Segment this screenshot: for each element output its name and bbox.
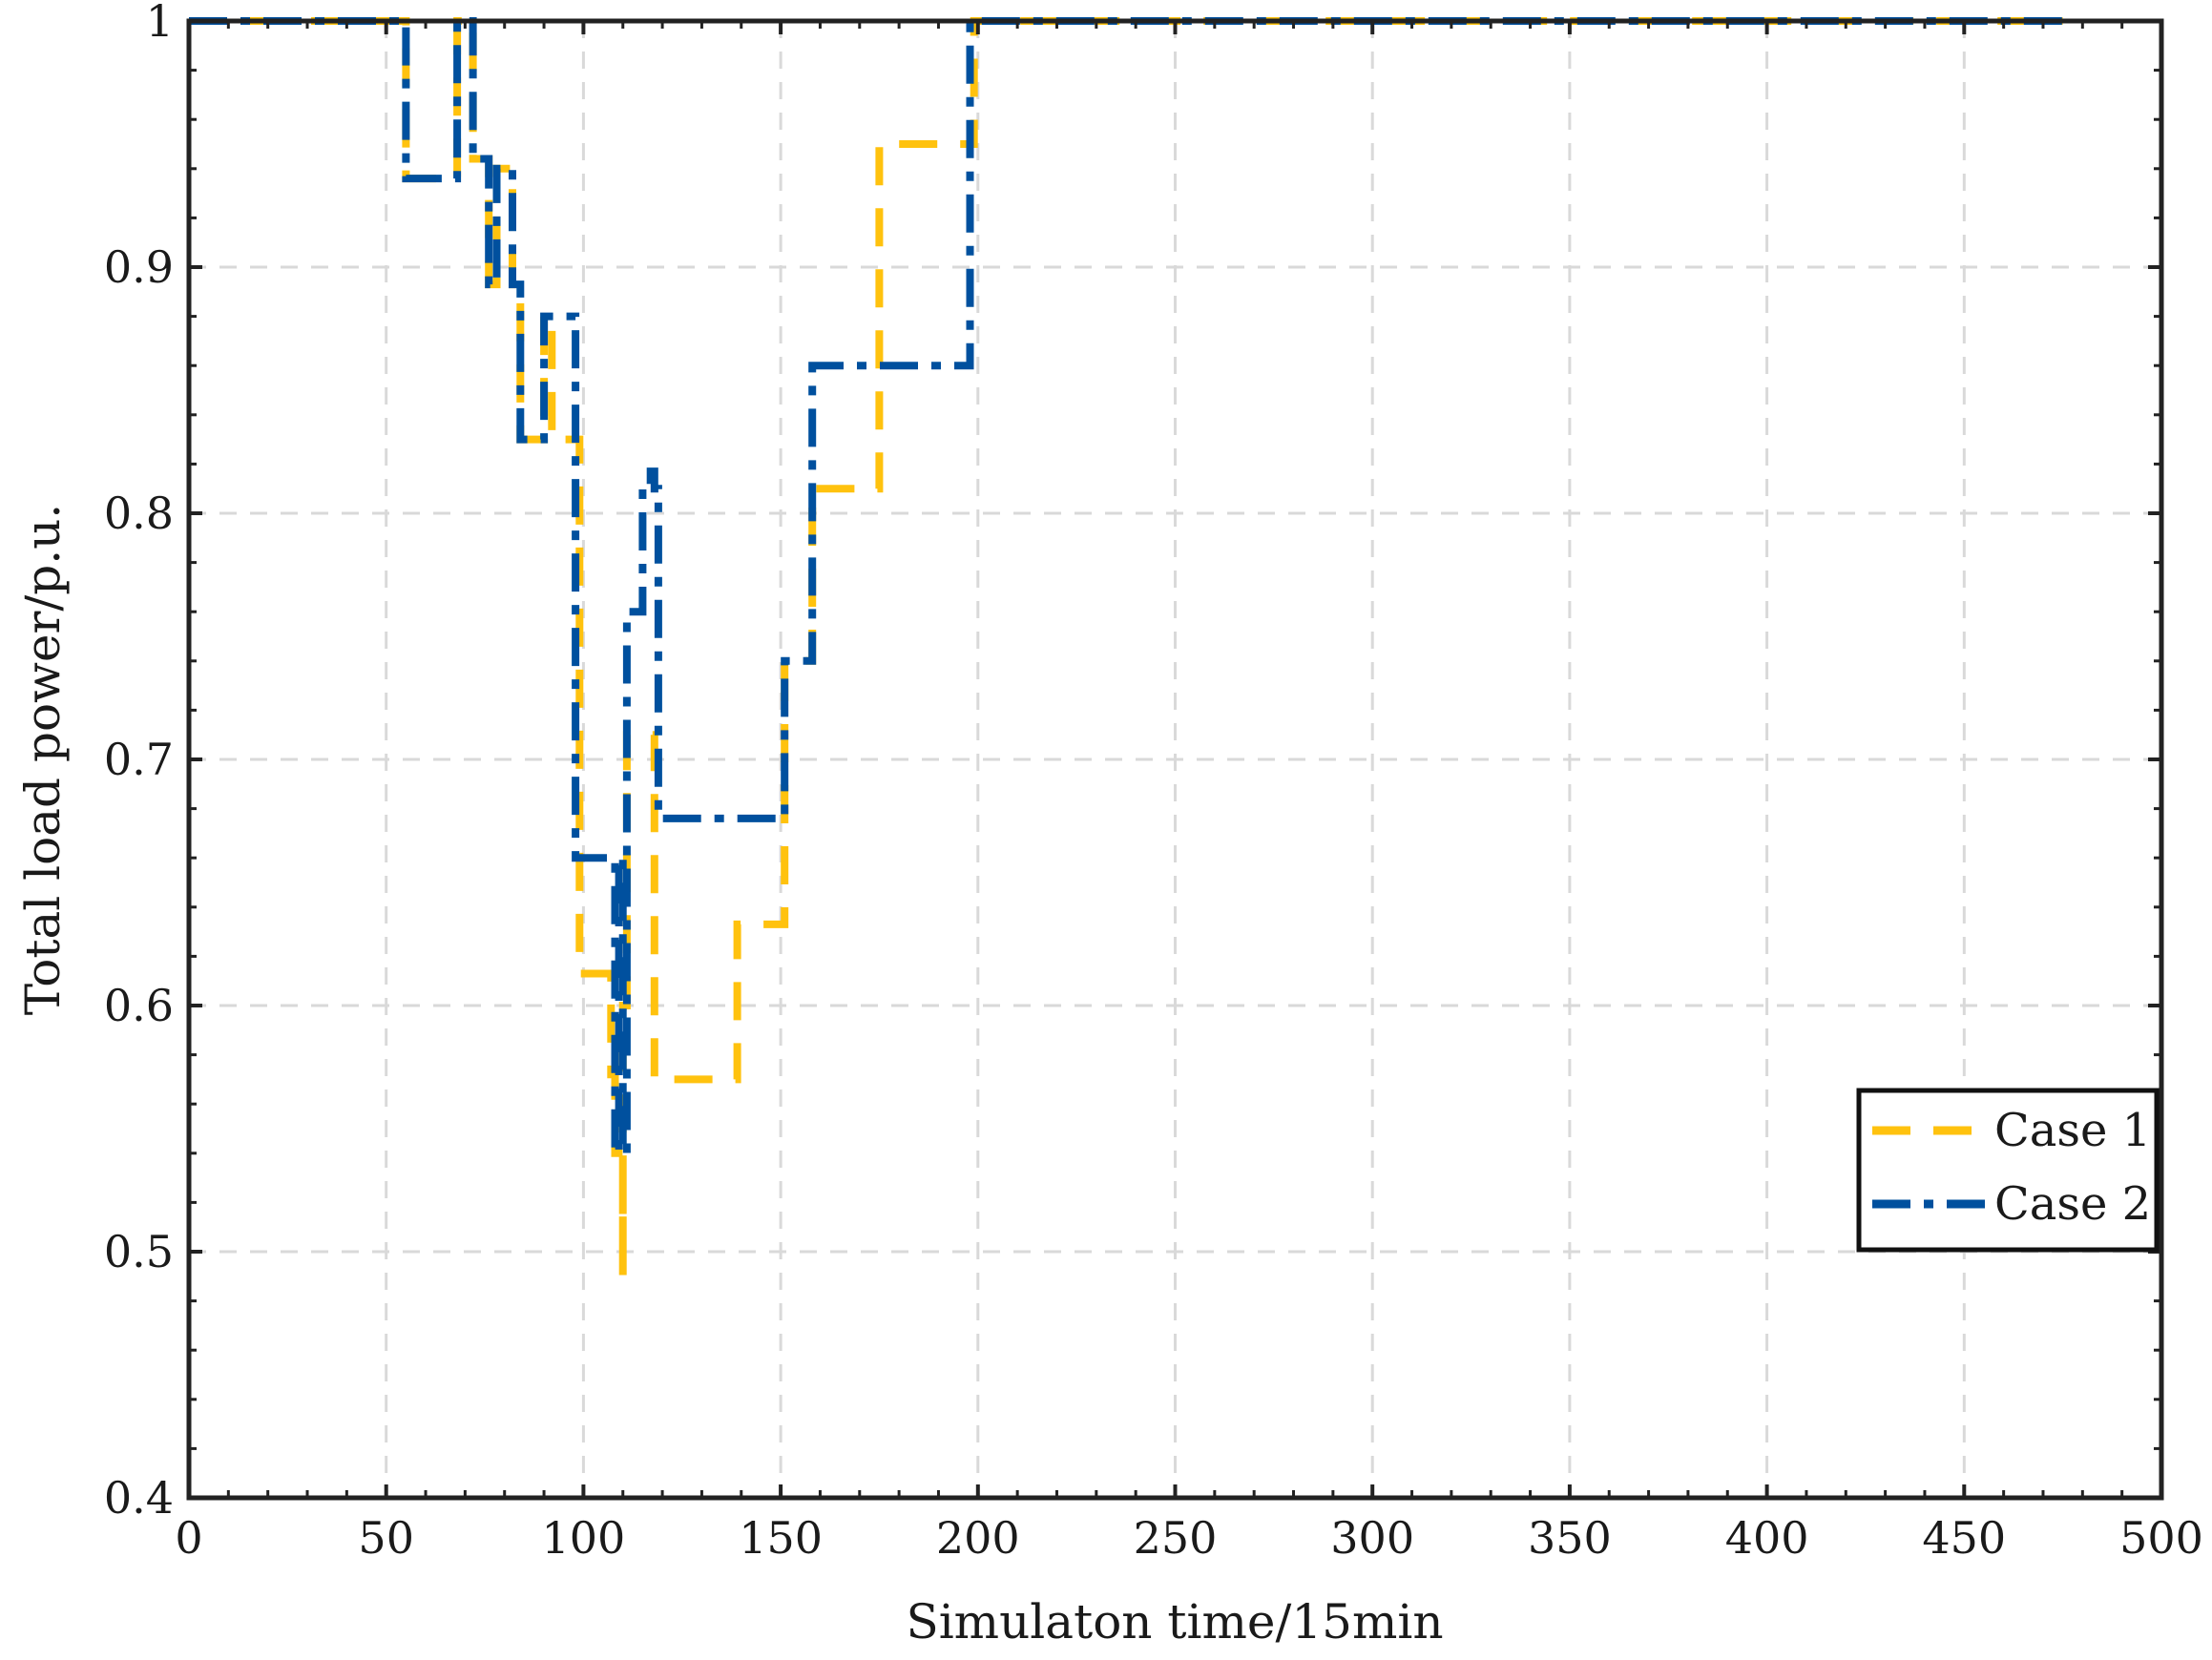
y-tick-label: 0.7 — [104, 734, 174, 785]
y-tick-label: 0.9 — [104, 241, 174, 293]
tick-labels: 0 50 100 150 200 250 300 350 400 450 500 0.4 0.5 0.6 0… — [104, 0, 2203, 1564]
x-tick-label: 450 — [1922, 1512, 2006, 1564]
x-tick-label: 350 — [1528, 1512, 1612, 1564]
legend-label-case-2: Case 2 — [1994, 1177, 2151, 1231]
x-tick-label: 250 — [1134, 1512, 1218, 1564]
x-tick-label: 50 — [358, 1512, 414, 1564]
x-tick-label: 200 — [936, 1512, 1020, 1564]
x-tick-label: 300 — [1330, 1512, 1414, 1564]
x-tick-label: 400 — [1725, 1512, 1809, 1564]
legend-label-case-1: Case 1 — [1994, 1104, 2151, 1157]
x-tick-label: 100 — [541, 1512, 625, 1564]
x-tick-label: 150 — [739, 1512, 823, 1564]
axis-ticks — [187, 19, 2163, 1500]
x-axis-label: Simulaton time/15min — [906, 1594, 1443, 1650]
x-tick-label: 0 — [175, 1512, 202, 1564]
y-tick-label: 1 — [146, 0, 174, 47]
legend-box — [1856, 1088, 2160, 1253]
y-tick-label: 0.4 — [104, 1472, 174, 1524]
gridlines — [189, 21, 2161, 1498]
y-axis-label: Total load power/p.u. — [15, 504, 71, 1015]
series-line-case-2 — [189, 17, 2063, 1157]
x-tick-label: 500 — [2119, 1512, 2203, 1564]
legend: Case 1 Case 2 — [1856, 1088, 2160, 1253]
y-tick-label: 0.6 — [104, 980, 174, 1031]
y-tick-label: 0.5 — [104, 1226, 174, 1277]
series-lines — [189, 17, 2063, 1276]
y-tick-label: 0.8 — [104, 488, 174, 539]
